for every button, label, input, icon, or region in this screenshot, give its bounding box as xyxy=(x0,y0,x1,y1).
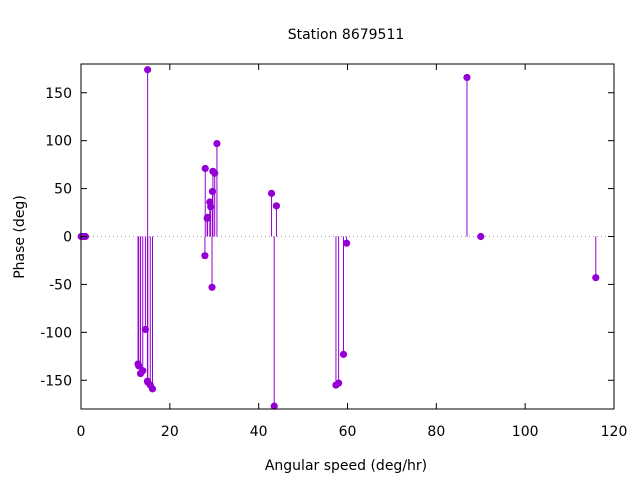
x-tick-label: 120 xyxy=(601,424,628,440)
data-point xyxy=(339,350,348,358)
x-tick-label: 60 xyxy=(339,424,357,440)
data-point xyxy=(463,73,471,82)
plot-frame xyxy=(80,63,615,410)
data-point xyxy=(201,164,209,173)
data-point xyxy=(272,202,281,210)
chart-title: Station 8679511 xyxy=(288,27,405,43)
data-point xyxy=(139,367,147,375)
data-point xyxy=(335,379,343,387)
data-point xyxy=(148,385,157,393)
y-tick-label: 100 xyxy=(45,134,72,150)
plot-area xyxy=(77,66,614,410)
x-tick-label: 0 xyxy=(77,424,86,440)
data-point xyxy=(270,402,278,410)
data-point xyxy=(343,239,351,247)
y-tick-label: 0 xyxy=(63,230,72,246)
data-point xyxy=(144,66,152,74)
data-point xyxy=(213,139,221,148)
data-point xyxy=(208,283,216,291)
y-tick-label: -150 xyxy=(40,373,72,389)
x-tick-label: 80 xyxy=(427,424,445,440)
x-tick-label: 20 xyxy=(161,424,179,440)
y-tick-label: 50 xyxy=(54,182,72,198)
y-axis-label: Phase (deg) xyxy=(12,195,28,279)
axis-ticks: 0 20 40 60 80 100 120 -150 -100 -50 0 50 100 150 xyxy=(40,64,627,440)
data-point xyxy=(201,252,209,260)
y-tick-label: -50 xyxy=(49,277,72,293)
data-point xyxy=(267,189,276,197)
y-tick-label: 150 xyxy=(45,86,72,102)
y-tick-label: -100 xyxy=(40,325,72,341)
x-tick-label: 40 xyxy=(250,424,268,440)
data-point xyxy=(592,274,600,282)
data-point xyxy=(477,232,485,241)
x-tick-label: 100 xyxy=(512,424,539,440)
x-axis-label: Angular speed (deg/hr) xyxy=(265,458,427,474)
